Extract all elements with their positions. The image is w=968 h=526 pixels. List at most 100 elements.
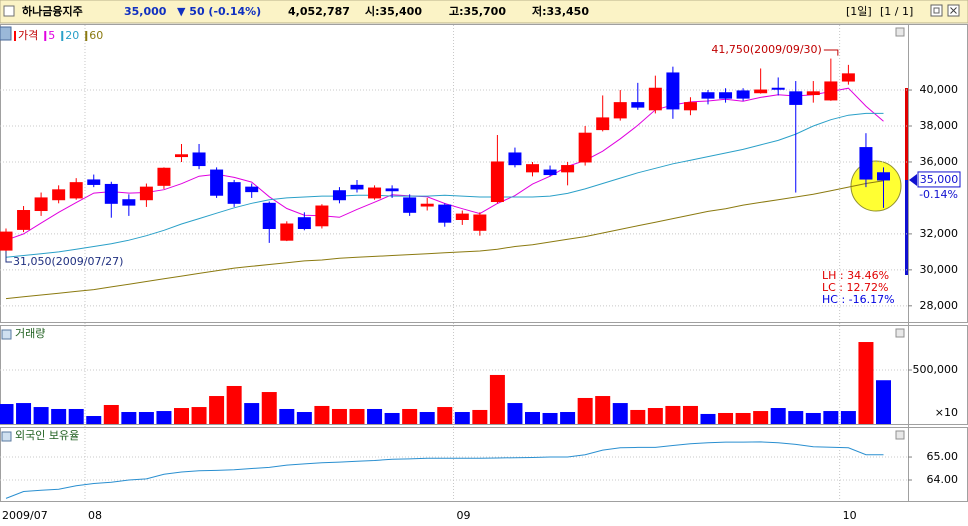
candle-body <box>806 91 820 96</box>
candle-body <box>297 217 311 229</box>
candle-body <box>34 197 48 212</box>
volume-bar <box>103 404 119 424</box>
volume-bar <box>51 408 67 424</box>
volume-bar <box>858 342 874 424</box>
volume-bar <box>402 408 418 424</box>
candle-body <box>280 223 294 241</box>
candle-body <box>631 102 645 108</box>
x-tick-label: 08 <box>88 509 102 522</box>
legend-label: 가격 <box>18 29 38 42</box>
volume-bar <box>174 408 189 424</box>
x-tick-label: 10 <box>843 509 857 522</box>
close-icon <box>950 7 957 14</box>
volume-bar <box>244 403 260 424</box>
candle-body <box>877 172 890 181</box>
panel-icon <box>0 26 12 41</box>
candle-body <box>455 213 469 221</box>
candle-body <box>52 189 66 201</box>
volume-bar <box>121 412 137 424</box>
panel-title: 거래량 <box>15 327 45 340</box>
candle-body <box>683 102 697 111</box>
volume-bar <box>0 404 14 424</box>
volume-bar <box>718 412 734 424</box>
candle-body <box>596 117 610 131</box>
volume-bar <box>840 411 856 424</box>
high-annotation: 41,750(2009/09/30) <box>711 43 821 56</box>
volume: 4,052,787 <box>288 5 350 18</box>
volume-bar <box>68 408 84 424</box>
candle-body <box>841 73 855 82</box>
candle-body <box>157 167 171 186</box>
change: ▼ 50 (-0.14%) <box>177 5 261 18</box>
candle-body <box>385 188 399 192</box>
volume-bar <box>367 408 383 424</box>
candle-body <box>420 203 434 207</box>
candle-body <box>719 92 733 99</box>
volume-bar <box>384 412 400 424</box>
high-marker <box>823 49 839 56</box>
volume-bar <box>489 374 505 424</box>
highlight-circle <box>850 160 902 212</box>
candle-body <box>754 89 768 94</box>
legend-swatch <box>14 31 16 41</box>
ownership-panel <box>0 427 968 502</box>
page-indicator: [1 / 1] <box>880 5 913 18</box>
volume-bar <box>700 413 716 424</box>
volume-bar <box>647 408 663 424</box>
volume-bar <box>16 403 32 424</box>
candle-body <box>192 152 206 167</box>
low-annotation: 31,050(2009/07/27) <box>13 255 123 268</box>
y-tick-label: 32,000 <box>920 227 959 240</box>
candle-body <box>508 152 522 166</box>
volume-bar <box>209 396 225 424</box>
volume-bar <box>612 403 628 424</box>
y-tick-label: 65.00 <box>927 450 959 463</box>
candle-body <box>262 202 276 229</box>
volume-panel <box>0 325 968 425</box>
stock-name: 하나금융지주 <box>22 4 83 18</box>
volume-bar <box>823 411 839 424</box>
range-bar-down <box>905 180 908 275</box>
volume-bar <box>314 405 330 424</box>
panel-close[interactable] <box>895 430 905 440</box>
legend-swatch <box>61 31 64 41</box>
volume-bar <box>279 408 295 424</box>
period[interactable]: [1일] <box>846 4 872 18</box>
candle-body <box>824 81 838 101</box>
candle-body <box>403 197 417 213</box>
legend-swatch <box>85 31 88 41</box>
moving-average <box>5 112 884 258</box>
volume-bar <box>437 407 453 424</box>
volume-bar <box>33 407 49 424</box>
current-box <box>917 171 961 188</box>
candle-body <box>350 184 364 190</box>
volume-bar <box>191 407 207 424</box>
volume-bar <box>595 396 611 424</box>
x-tick-label: 09 <box>457 509 471 522</box>
panel-close[interactable] <box>895 27 905 37</box>
volume-bar <box>472 409 488 424</box>
low-marker <box>5 250 12 263</box>
restore-button[interactable] <box>930 4 943 17</box>
high: 고:35,700 <box>449 5 506 18</box>
volume-bar <box>805 412 821 424</box>
window-buttons <box>930 4 960 17</box>
current-pointer <box>909 173 917 186</box>
volume-bar <box>507 403 523 424</box>
y-tick-label: 500,000 <box>913 363 959 376</box>
candle-body <box>771 87 785 90</box>
volume-bar <box>349 408 365 424</box>
panel-close[interactable] <box>895 328 905 338</box>
y-tick-label: 36,000 <box>920 155 959 168</box>
current-label: 35,000 <box>920 173 959 186</box>
volume-bar <box>735 412 751 424</box>
candle-body <box>789 91 803 105</box>
checkbox[interactable] <box>3 5 15 17</box>
candle-body <box>648 87 662 111</box>
candle-body <box>69 182 83 199</box>
volume-bar <box>876 380 891 424</box>
volume-bar <box>226 385 242 424</box>
candle-body <box>245 186 259 193</box>
volume-bar <box>560 412 576 424</box>
y-tick-label: 30,000 <box>920 263 959 276</box>
